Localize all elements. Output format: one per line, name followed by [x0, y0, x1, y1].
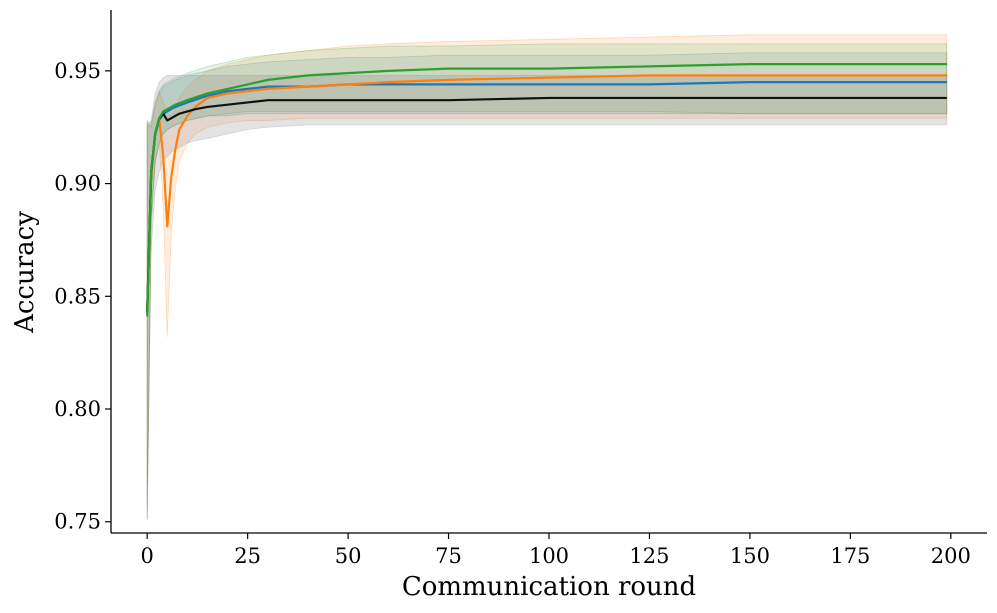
- y-tick-label: 0.75: [54, 510, 101, 534]
- y-tick-label: 0.90: [54, 172, 101, 196]
- band-series-1: [146, 52, 948, 520]
- x-tick-label: 100: [529, 544, 569, 568]
- x-tick-label: 25: [234, 544, 261, 568]
- line-series-3: [146, 62, 947, 317]
- y-tick-label: 0.85: [54, 284, 101, 308]
- x-tick-label: 175: [830, 544, 870, 568]
- confidence-bands: [146, 34, 948, 520]
- x-tick-label: 200: [931, 544, 971, 568]
- x-tick-label: 0: [140, 544, 153, 568]
- x-tick-label: 75: [435, 544, 462, 568]
- x-ticks: 0 25 50 75 100 125 150 175 200: [140, 533, 971, 568]
- y-ticks: 0.75 0.80 0.85 0.90 0.95: [54, 59, 111, 534]
- x-axis-title: Communication round: [402, 572, 696, 602]
- x-tick-label: 125: [629, 544, 669, 568]
- y-axis-title: Accuracy: [10, 211, 40, 334]
- y-tick-label: 0.80: [54, 397, 101, 421]
- band-series-4: [146, 74, 948, 511]
- y-tick-label: 0.95: [54, 59, 101, 83]
- line-series-4: [146, 96, 947, 313]
- band-series-2: [146, 34, 948, 520]
- x-tick-label: 50: [335, 544, 362, 568]
- series-lines: [146, 62, 947, 317]
- line-series-2: [146, 74, 947, 313]
- x-tick-label: 150: [730, 544, 770, 568]
